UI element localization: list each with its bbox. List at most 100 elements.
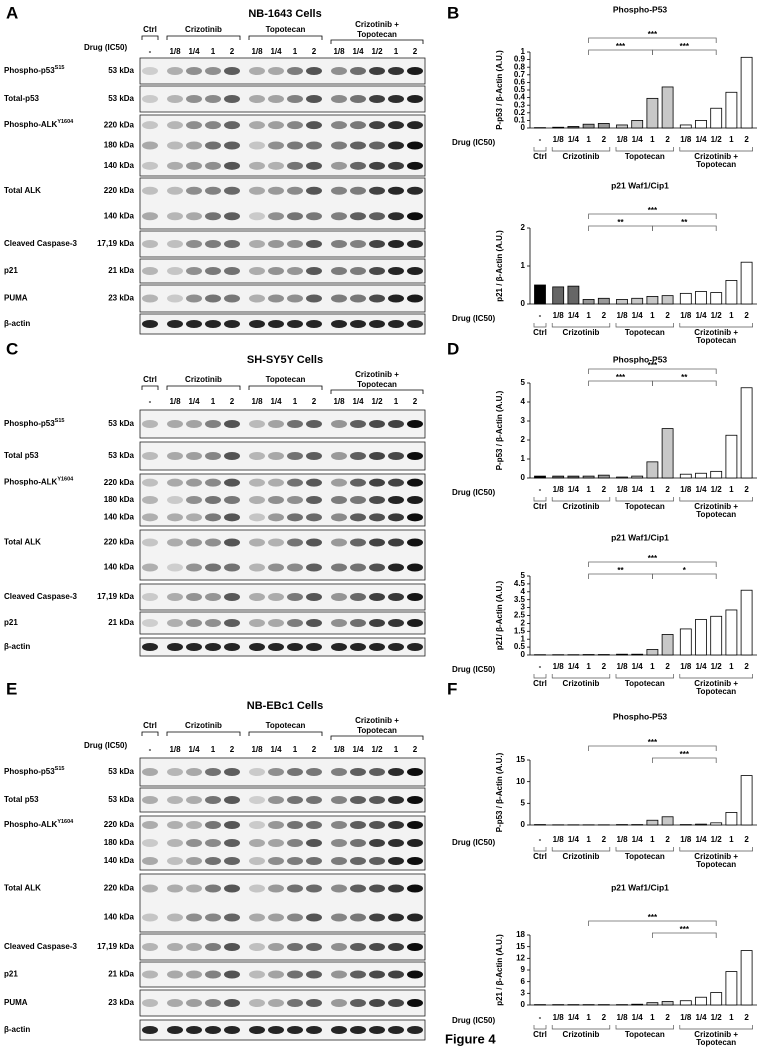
panel-letter: F — [447, 679, 457, 698]
kda-label: 53 kDa — [108, 795, 134, 804]
kda-label: 17,19 kDa — [97, 239, 134, 248]
band — [167, 513, 183, 522]
group-bracket — [679, 323, 753, 328]
band — [388, 496, 404, 504]
band — [331, 563, 347, 572]
bar — [631, 653, 644, 656]
row-label: Cleaved Caspase-3 — [4, 592, 77, 601]
band — [388, 141, 404, 150]
band — [249, 796, 265, 804]
lane-label: 1 — [211, 745, 216, 754]
band — [224, 884, 240, 893]
band — [167, 796, 183, 804]
band — [142, 913, 158, 922]
bar — [725, 812, 738, 826]
band — [331, 619, 347, 627]
lane-label: 1/8 — [333, 745, 345, 754]
band — [287, 452, 303, 460]
group-label: Crizotinib + — [355, 716, 399, 725]
protein-name: Phospho-ALK — [4, 478, 58, 487]
group-label: Crizotinib — [563, 328, 600, 337]
band — [186, 212, 202, 221]
band — [331, 161, 347, 170]
band — [331, 821, 347, 829]
band — [249, 619, 265, 627]
band — [350, 839, 366, 847]
band — [388, 212, 404, 221]
band — [407, 513, 423, 522]
bar — [695, 472, 707, 479]
x-tick-label: 1 — [650, 135, 655, 144]
band — [388, 538, 404, 547]
band — [350, 294, 366, 303]
band — [249, 141, 265, 150]
band — [407, 496, 423, 504]
band — [369, 593, 385, 601]
band — [205, 913, 221, 922]
band — [407, 821, 423, 829]
band — [268, 884, 284, 893]
group-label: Ctrl — [143, 721, 157, 730]
band — [224, 768, 240, 776]
group-bracket — [166, 385, 241, 390]
y-axis-label: P-p53 / β-Actin (A.U.) — [495, 752, 504, 832]
band — [186, 121, 202, 130]
x-tick-label: 2 — [602, 835, 607, 844]
bar — [631, 120, 644, 129]
lane-label: 1/8 — [169, 397, 181, 406]
band — [350, 563, 366, 572]
band — [224, 95, 240, 103]
kda-label: 220 kDa — [104, 884, 135, 893]
band — [249, 1026, 265, 1034]
band — [186, 267, 202, 275]
band — [287, 796, 303, 804]
band — [388, 267, 404, 275]
significance-label: *** — [648, 206, 658, 215]
kda-label: 140 kDa — [104, 512, 135, 521]
y-tick-label: 0.7 — [514, 70, 526, 79]
y-tick-label: 0 — [521, 299, 526, 308]
band — [205, 420, 221, 428]
band — [407, 186, 423, 195]
y-tick-label: 0.8 — [514, 62, 526, 71]
band — [331, 593, 347, 601]
x-tick-label: 1/4 — [695, 1013, 707, 1022]
band — [369, 452, 385, 460]
group-label: Crizotinib + — [694, 328, 738, 337]
group-label: Crizotinib — [563, 852, 600, 861]
y-tick-label: 4 — [521, 587, 526, 596]
kda-label: 17,19 kDa — [97, 592, 134, 601]
band — [186, 186, 202, 195]
y-tick-label: 2 — [521, 619, 526, 628]
band — [350, 857, 366, 865]
band — [142, 563, 158, 572]
band — [350, 643, 366, 651]
band — [268, 161, 284, 170]
y-tick-label: 0 — [521, 820, 526, 829]
band — [350, 420, 366, 428]
bar — [725, 280, 738, 305]
lane-label: - — [149, 47, 152, 56]
lane-label: 1 — [293, 47, 298, 56]
band — [224, 121, 240, 130]
band — [268, 768, 284, 776]
chart-title: Phospho-P53 — [613, 711, 668, 721]
band — [287, 821, 303, 829]
group-bracket — [551, 497, 611, 502]
band — [331, 768, 347, 776]
chart-title: p21 Waf1/Cip1 — [611, 532, 669, 542]
panel-letter: B — [447, 3, 459, 22]
bar — [740, 261, 753, 305]
band — [224, 857, 240, 865]
band — [186, 240, 202, 248]
band — [142, 619, 158, 627]
band — [186, 513, 202, 522]
band — [350, 452, 366, 460]
band — [268, 593, 284, 601]
band — [142, 496, 158, 504]
protein-name: Cleaved Caspase-3 — [4, 239, 77, 248]
x-tick-label: - — [539, 311, 542, 320]
x-tick-label: 2 — [744, 311, 749, 320]
x-tick-label: 1/4 — [632, 662, 644, 671]
y-tick-label: 0 — [521, 650, 526, 659]
